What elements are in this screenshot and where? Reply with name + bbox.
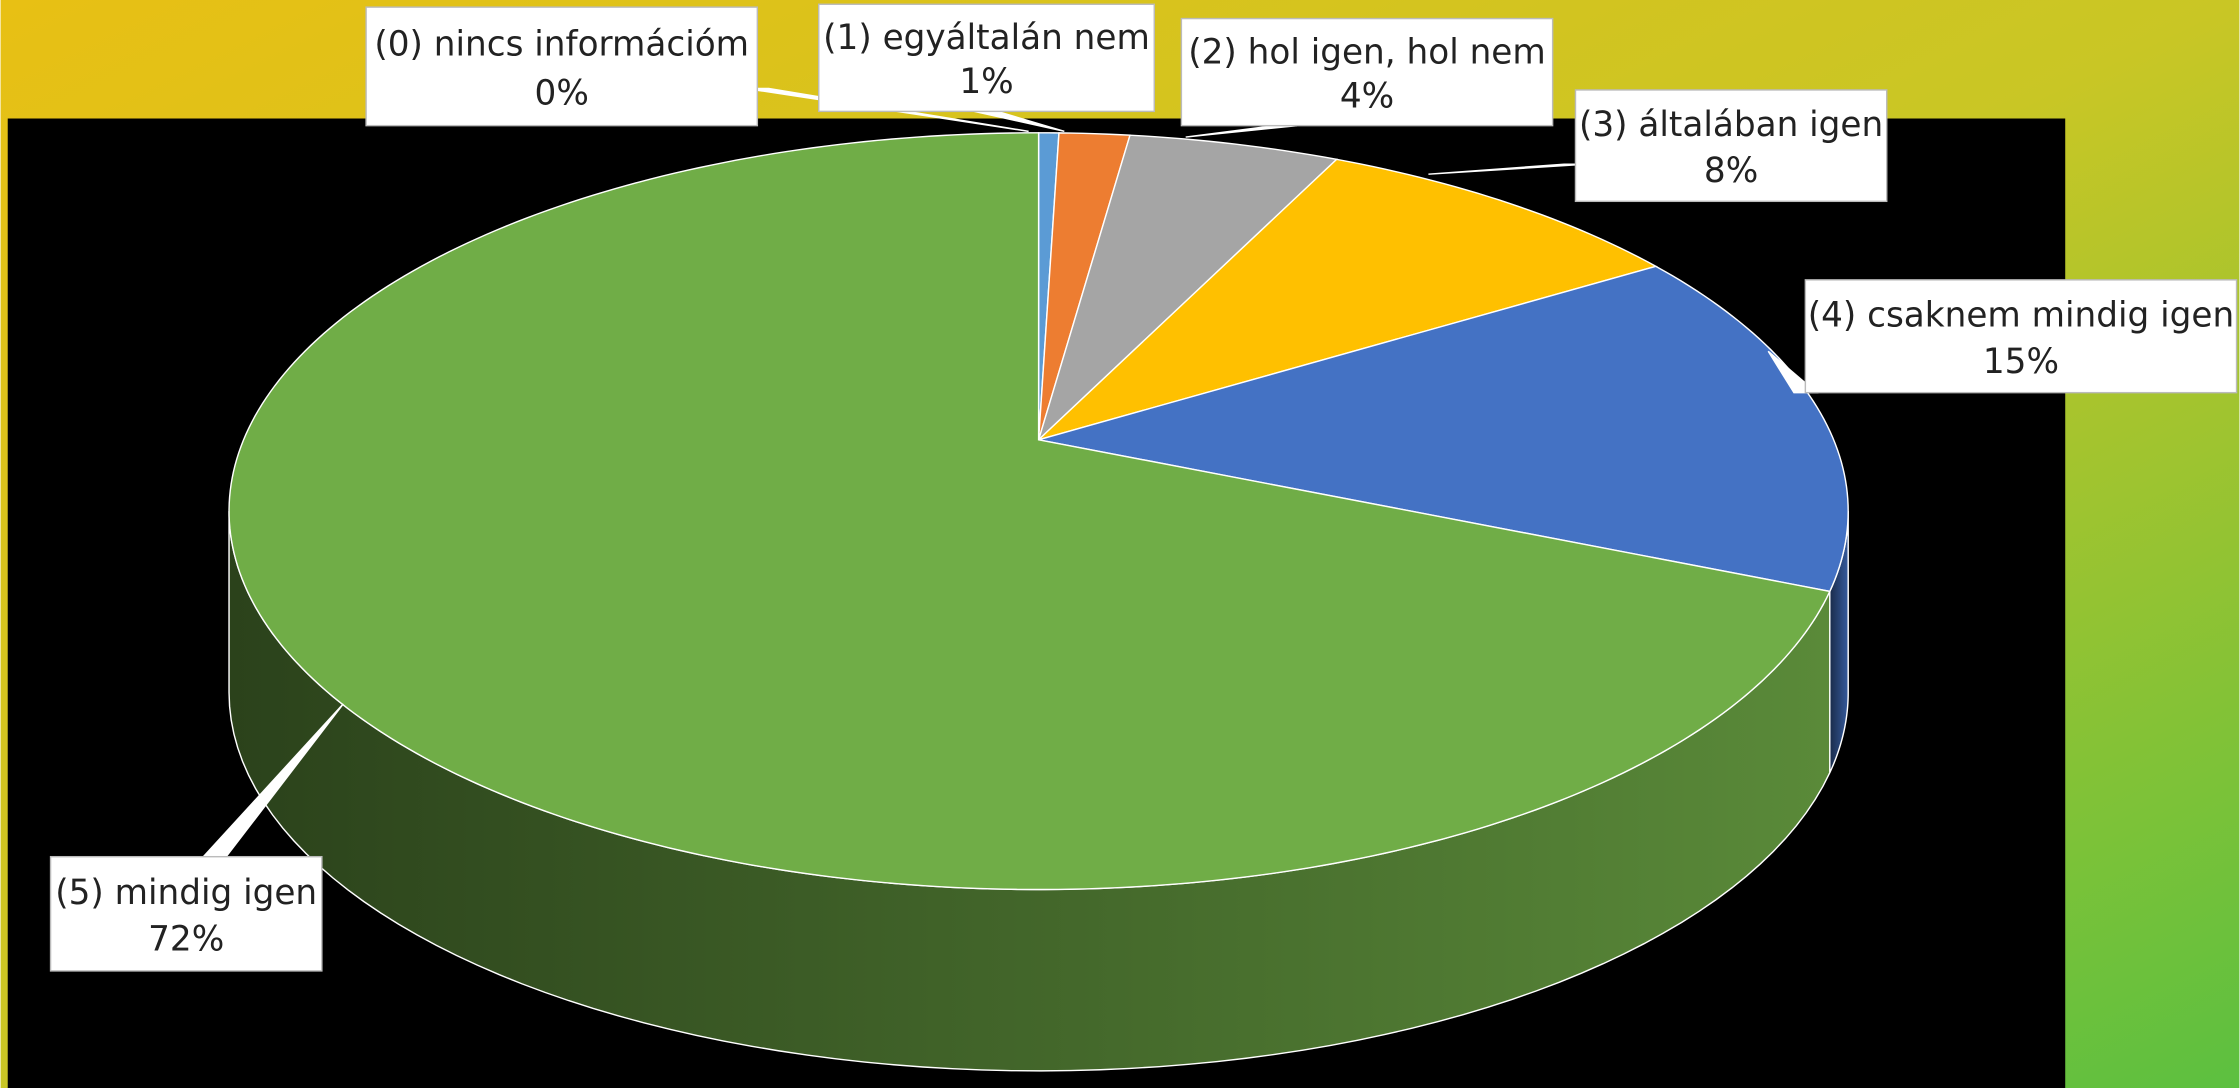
data-label-category: (2) hol igen, hol nem — [1188, 32, 1545, 72]
data-label-box — [365, 6, 759, 127]
data-label-box — [1804, 279, 2238, 394]
data-label-value: 0% — [535, 73, 589, 113]
data-label-category: (5) mindig igen — [55, 873, 317, 913]
slice — [1038, 265, 1849, 593]
slice — [1037, 134, 1339, 443]
data-label-value: 1% — [959, 62, 1013, 102]
data-label-category: (0) nincs információm — [374, 25, 749, 65]
data-label-box — [818, 3, 1155, 113]
data-label-category: (4) csaknem mindig igen — [1808, 296, 2234, 336]
data-label-value: 15% — [1983, 342, 2059, 382]
slice — [228, 132, 1831, 891]
data-label-value: 4% — [1340, 76, 1394, 116]
data-label-box — [49, 855, 323, 972]
data-label-category: (3) általában igen — [1579, 105, 1883, 145]
data-label-box — [1574, 89, 1888, 203]
slice — [1038, 158, 1658, 441]
data-label-value: 8% — [1704, 151, 1758, 191]
data-label-value: 72% — [148, 920, 224, 960]
data-label-box — [1180, 17, 1554, 127]
data-label-category: (1) egyáltalán nem — [823, 18, 1150, 58]
